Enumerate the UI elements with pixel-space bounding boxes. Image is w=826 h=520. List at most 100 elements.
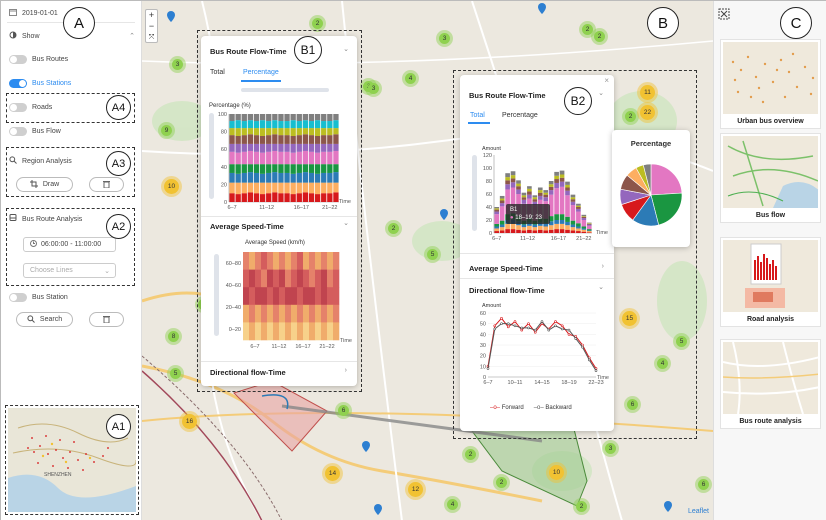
station-cluster[interactable]: 4 [405, 73, 416, 84]
b2-amount-chart[interactable]: 0 20 40 60 80 100 120 6–7 11–12 16–17 21–22 Time [476, 151, 610, 247]
station-cluster[interactable]: 2 [465, 449, 476, 460]
station-cluster[interactable]: 2 [388, 223, 399, 234]
b2-y-brush[interactable] [472, 155, 477, 231]
station-cluster[interactable]: 6 [698, 479, 709, 490]
station-cluster[interactable]: 2 [582, 24, 593, 35]
bar-segment [570, 201, 576, 206]
station-cluster[interactable]: 2 [496, 477, 507, 488]
roads-toggle-row[interactable]: Roads [9, 103, 52, 112]
zoom-in-button[interactable]: + [148, 10, 155, 20]
legend-forward[interactable]: –o– Forward [490, 405, 524, 411]
station-cluster[interactable]: 2 [594, 31, 605, 42]
delete-region-button[interactable] [89, 177, 124, 192]
station-pin-icon[interactable] [374, 504, 382, 515]
station-search-button[interactable]: Search [16, 312, 73, 327]
station-cluster[interactable]: 3 [172, 59, 183, 70]
b1-y-brush[interactable] [209, 113, 214, 199]
station-pin-icon[interactable] [440, 209, 448, 220]
gallery-item-road-analysis[interactable]: Road analysis [720, 237, 821, 327]
roads-toggle[interactable] [9, 103, 27, 112]
station-cluster[interactable]: 15 [622, 311, 637, 326]
station-cluster[interactable]: 3 [605, 443, 616, 454]
station-cluster[interactable]: 16 [182, 414, 197, 429]
urban-overview-thumbnail [723, 42, 818, 114]
bar-segment [333, 182, 339, 193]
station-cluster[interactable]: 4 [447, 499, 458, 510]
station-cluster[interactable]: 5 [170, 368, 181, 379]
bus-station-toggle[interactable] [9, 293, 27, 302]
bar-segment [302, 150, 309, 165]
delete-station-button[interactable] [89, 312, 124, 327]
snapshot-icon[interactable] [718, 7, 730, 25]
gallery-item-bus-flow[interactable]: Bus flow [720, 133, 821, 223]
bar-segment [516, 183, 521, 187]
show-section-header[interactable]: Show ⌃ [9, 31, 135, 41]
b1-tab-percentage[interactable]: Percentage [243, 69, 279, 76]
station-cluster[interactable]: 22 [640, 105, 655, 120]
bus-routes-toggle-row[interactable]: Bus Routes [9, 55, 68, 64]
bus-routes-toggle[interactable] [9, 55, 27, 64]
station-cluster[interactable]: 5 [427, 249, 438, 260]
station-cluster[interactable]: 14 [325, 466, 340, 481]
draw-button[interactable]: Draw [16, 177, 73, 192]
gallery-item-urban-overview[interactable]: Urban bus overview [720, 39, 821, 129]
chevron-up-icon[interactable]: ⌃ [129, 33, 135, 40]
gallery-item-bus-route-analysis[interactable]: Bus route analysis [720, 339, 821, 429]
station-cluster[interactable]: 3 [439, 33, 450, 44]
bus-flow-toggle[interactable] [9, 127, 27, 136]
heatmap-cell [333, 252, 340, 270]
choose-lines-select[interactable]: Choose Lines ⌄ [23, 263, 116, 278]
bus-station-toggle-row[interactable]: Bus Station [9, 293, 68, 302]
time-range-picker[interactable]: 06:00:00 - 11:00:00 [23, 237, 116, 252]
station-cluster[interactable]: 12 [408, 482, 423, 497]
station-pin-icon[interactable] [167, 11, 175, 22]
station-cluster[interactable]: 10 [549, 465, 564, 480]
station-cluster[interactable]: 10 [164, 179, 179, 194]
close-icon[interactable]: × [604, 76, 609, 85]
bar-segment [321, 193, 327, 202]
station-cluster[interactable]: 5 [676, 336, 687, 347]
bar-segment [290, 173, 296, 183]
b1-speed-heatmap[interactable]: 60–80 40–60 20–40 0–20 6–7 11–12 16–17 21–22 Tim… [219, 248, 353, 356]
bus-stations-toggle-row[interactable]: Bus Stations [9, 79, 71, 88]
chevron-down-icon[interactable]: ⌄ [598, 90, 604, 97]
station-pin-icon[interactable] [538, 3, 546, 14]
b1-tab-total[interactable]: Total [210, 69, 225, 76]
b1-time-brush[interactable] [241, 88, 329, 92]
legend-backward[interactable]: –o– Backward [534, 405, 572, 411]
leaflet-attribution[interactable]: Leaflet [687, 508, 709, 515]
date-row[interactable]: 2019-01-01 [9, 8, 58, 18]
station-pin-icon[interactable] [362, 441, 370, 452]
chevron-down-icon[interactable]: ⌄ [343, 220, 349, 227]
b2-tab-percentage[interactable]: Percentage [502, 112, 538, 119]
station-cluster[interactable]: 9 [161, 125, 172, 136]
b2-highlight-box [453, 70, 697, 439]
bus-flow-toggle-row[interactable]: Bus Flow [9, 127, 61, 136]
station-cluster[interactable]: 4 [657, 358, 668, 369]
chevron-right-icon[interactable]: › [344, 367, 347, 374]
b2-pie-chart[interactable] [618, 162, 684, 228]
station-pin-icon[interactable] [664, 501, 672, 512]
heatmap-cell [267, 269, 274, 288]
bus-stations-toggle[interactable] [9, 79, 27, 88]
station-cluster[interactable]: 11 [640, 85, 655, 100]
city-map[interactable]: + − ⤧ 2233491023211222658516614124221031… [142, 1, 713, 520]
chevron-down-icon[interactable]: ⌄ [343, 46, 349, 53]
station-cluster[interactable]: 2 [625, 111, 636, 122]
zoom-out-button[interactable]: − [148, 21, 155, 31]
station-cluster[interactable]: 2 [576, 501, 587, 512]
fit-extent-icon[interactable]: ⤧ [148, 34, 155, 41]
bar-segment [308, 182, 315, 194]
station-cluster[interactable]: 6 [338, 405, 349, 416]
bar-segment [494, 209, 500, 212]
station-cluster[interactable]: 2 [312, 18, 323, 29]
b1-speed-brush[interactable] [214, 254, 219, 336]
b2-tab-total[interactable]: Total [470, 112, 485, 119]
station-cluster[interactable]: 8 [168, 331, 179, 342]
chevron-right-icon[interactable]: › [601, 263, 604, 270]
chevron-down-icon[interactable]: ⌄ [598, 284, 604, 291]
station-cluster[interactable]: 6 [627, 399, 638, 410]
station-cluster[interactable]: 3 [368, 83, 379, 94]
